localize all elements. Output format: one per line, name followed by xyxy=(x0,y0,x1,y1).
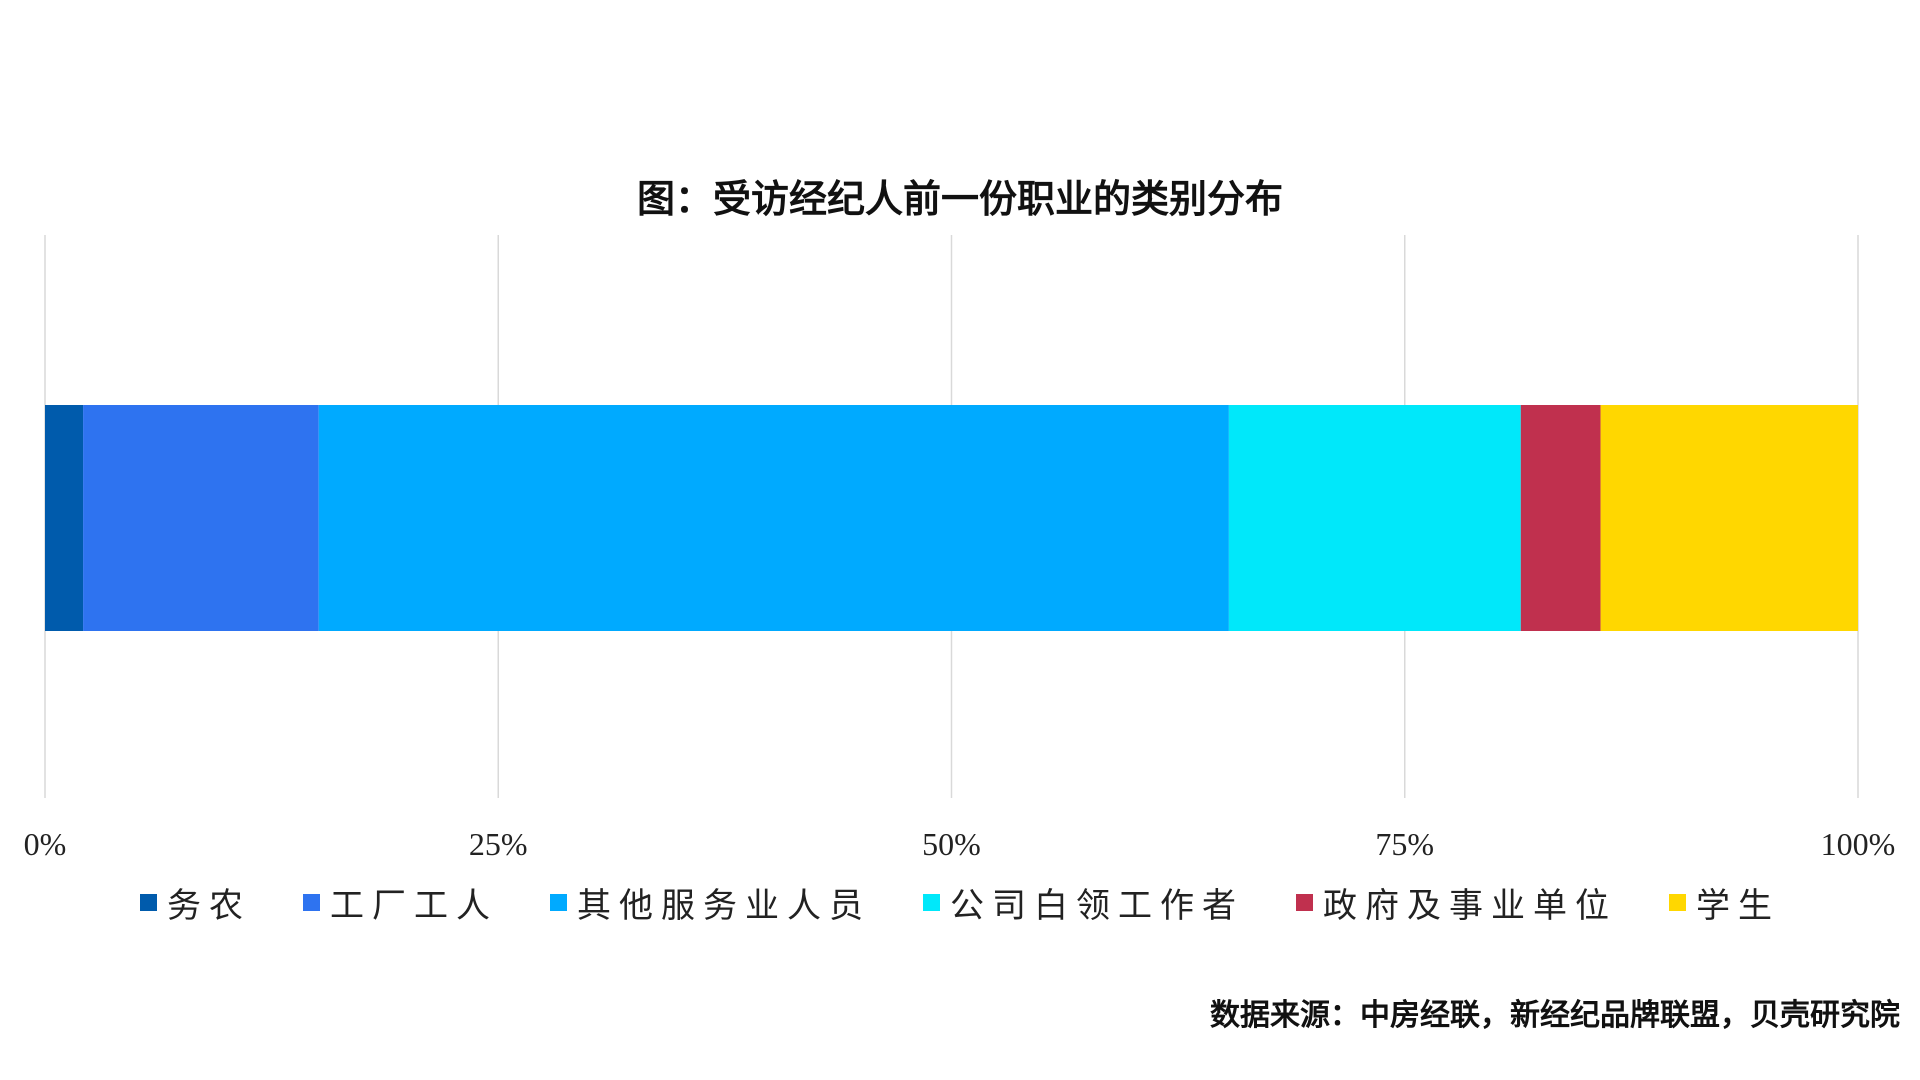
bar-segment-5 xyxy=(1600,405,1858,631)
legend-item: 公司白领工作者 xyxy=(923,878,1244,927)
legend-item: 工厂工人 xyxy=(303,878,498,927)
legend-swatch xyxy=(923,894,940,911)
legend-label: 学生 xyxy=(1696,886,1780,926)
legend-item: 政府及事业单位 xyxy=(1296,878,1617,927)
x-tick-label: 50% xyxy=(922,826,981,862)
legend-swatch xyxy=(1296,894,1313,911)
legend-label: 务农 xyxy=(167,886,251,926)
legend-swatch xyxy=(140,894,157,911)
bar-segment-4 xyxy=(1520,405,1601,631)
legend-swatch xyxy=(1669,894,1686,911)
source-note: 数据来源：中房经联，新经纪品牌联盟，贝壳研究院 xyxy=(1210,998,1900,1033)
legend-swatch xyxy=(550,894,567,911)
legend-item: 学生 xyxy=(1669,878,1780,927)
legend-label: 工厂工人 xyxy=(330,886,498,926)
legend-item: 其他服务业人员 xyxy=(550,878,871,927)
legend-swatch xyxy=(303,894,320,911)
chart-title: 图：受访经纪人前一份职业的类别分布 xyxy=(636,177,1283,221)
bar-segment-2 xyxy=(318,405,1229,631)
bar-segment-3 xyxy=(1228,405,1521,631)
legend-label: 公司白领工作者 xyxy=(950,886,1244,926)
legend: 务农 工厂工人 其他服务业人员 公司白领工作者 政府及事业单位 学生 xyxy=(0,878,1920,927)
x-tick-label: 75% xyxy=(1375,826,1434,862)
x-tick-label: 25% xyxy=(469,826,528,862)
bar-segment-0 xyxy=(45,405,84,631)
legend-label: 政府及事业单位 xyxy=(1323,886,1617,926)
x-tick-label: 100% xyxy=(1821,826,1896,862)
legend-item: 务农 xyxy=(140,878,251,927)
x-tick-label: 0% xyxy=(24,826,67,862)
legend-label: 其他服务业人员 xyxy=(577,886,871,926)
bar-segment-1 xyxy=(83,405,319,631)
